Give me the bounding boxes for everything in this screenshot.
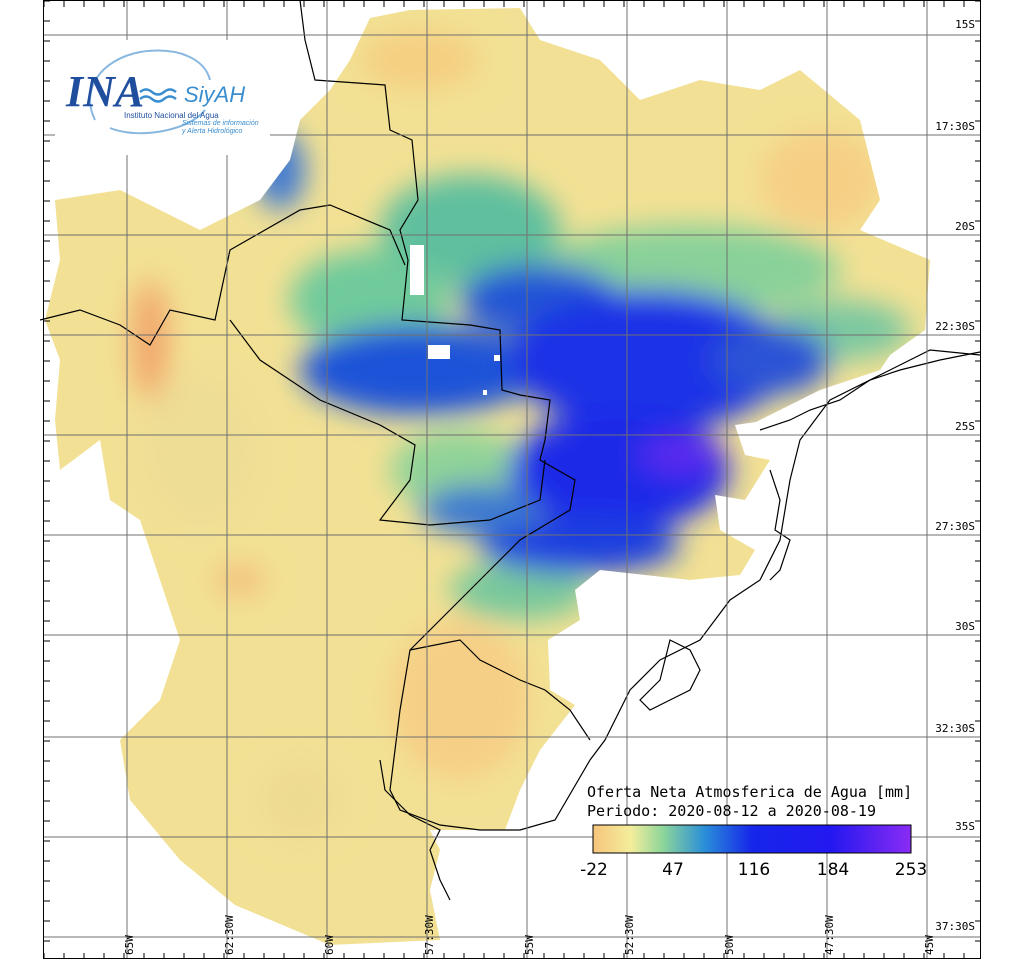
logo-product: SiyAH	[184, 82, 245, 107]
scale-tick: 253	[895, 860, 927, 880]
lon-label: 52:30W	[623, 915, 636, 955]
map-frame	[43, 0, 981, 959]
scale-tick: 184	[817, 860, 849, 880]
lat-label: 30S	[955, 620, 975, 633]
lon-label: 62:30W	[223, 915, 236, 955]
latitude-labels: 15S 17:30S 20S 22:30S 25S 27:30S 30S 32:…	[935, 18, 975, 933]
lon-label: 47:30W	[823, 915, 836, 955]
lat-label: 35S	[955, 820, 975, 833]
logo-acronym: INA	[65, 67, 144, 116]
color-scale-bar	[592, 824, 912, 854]
lon-label: 57:30W	[423, 915, 436, 955]
lat-label: 37:30S	[935, 920, 975, 933]
scale-tick: 47	[662, 860, 684, 880]
no-data-patches	[410, 245, 790, 460]
logo-system-line2: y Alerta Hidrológico	[181, 128, 243, 135]
map-title-block: Oferta Neta Atmosferica de Agua [mm] Per…	[587, 783, 912, 820]
color-scale: -22 47 116 184 253	[580, 824, 927, 880]
lat-label: 17:30S	[935, 120, 975, 133]
logo-institution: Instituto Nacional del Agua	[124, 111, 219, 120]
lon-label: 50W	[723, 935, 736, 955]
lat-lon-grid	[44, 1, 981, 959]
scale-tick: 116	[738, 860, 770, 880]
scale-tick: -22	[580, 860, 608, 880]
lat-label: 27:30S	[935, 520, 975, 533]
lon-label: 45W	[923, 935, 936, 955]
lat-label: 15S	[955, 18, 975, 31]
map-period: Periodo: 2020-08-12 a 2020-08-19	[587, 802, 876, 820]
lon-label: 65W	[123, 935, 136, 955]
logo-system-line1: Sistemas de información	[182, 120, 259, 127]
longitude-labels: 65W 62:30W 60W 57:30W 55W 52:30W 50W 47:…	[123, 915, 936, 955]
lon-label: 55W	[523, 935, 536, 955]
ina-logo: INA SiyAH Instituto Nacional del Agua Si…	[55, 40, 270, 155]
lat-label: 25S	[955, 420, 975, 433]
lat-label: 32:30S	[935, 722, 975, 735]
map-title: Oferta Neta Atmosferica de Agua [mm]	[587, 783, 912, 801]
lat-label: 22:30S	[935, 320, 975, 333]
lon-label: 60W	[323, 935, 336, 955]
lat-label: 20S	[955, 220, 975, 233]
